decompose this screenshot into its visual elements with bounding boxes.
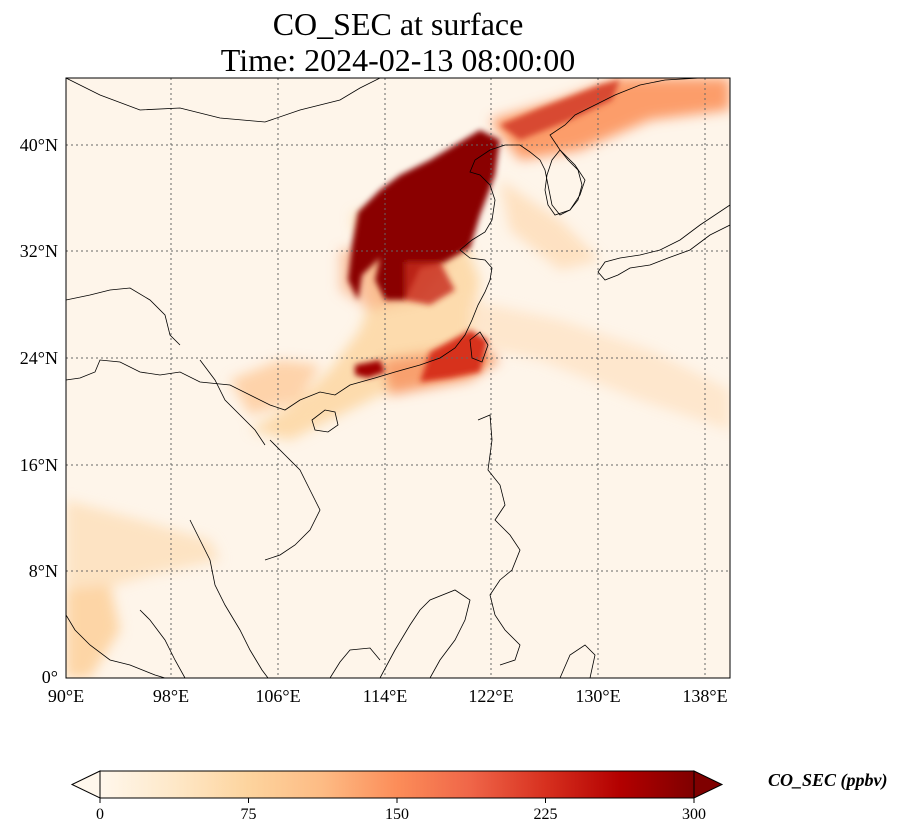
- lat-tick-label: 40°N: [19, 135, 58, 155]
- map-time-subtitle: Time: 2024-02-13 08:00:00: [220, 42, 576, 78]
- colorbar-gradient: [100, 771, 694, 798]
- colorbar: [70, 770, 724, 803]
- map-frame: [65, 77, 731, 679]
- colorbar-tick-label: 0: [96, 806, 104, 823]
- lon-tick-label: 90°E: [47, 686, 85, 706]
- map-title: CO_SEC at surface: [272, 6, 524, 42]
- lon-tick-label: 98°E: [152, 686, 190, 706]
- lon-tick-label: 122°E: [468, 686, 514, 706]
- lat-tick-label: 8°N: [28, 561, 58, 581]
- lon-tick-label: 138°E: [682, 686, 728, 706]
- colorbar-extend-max: [693, 770, 724, 799]
- colorbar-tick-label: 75: [240, 806, 257, 823]
- lat-tick-label: 24°N: [19, 348, 58, 368]
- gridlines: [66, 78, 730, 678]
- colorbar-label: CO_SEC (ppbv): [768, 770, 888, 790]
- colorbar-tick-label: 300: [682, 806, 706, 823]
- colorbar-tick-label: 225: [533, 806, 558, 823]
- colorbar-extend-min: [70, 770, 101, 799]
- lat-tick-label: 32°N: [19, 241, 58, 261]
- map-panel: [66, 78, 730, 678]
- lon-tick-label: 130°E: [575, 686, 621, 706]
- lon-tick-label: 106°E: [255, 686, 301, 706]
- lat-tick-label: 16°N: [19, 455, 58, 475]
- coastlines: [66, 78, 730, 678]
- lon-tick-label: 114°E: [362, 686, 408, 706]
- colorbar-tick-label: 150: [385, 806, 409, 823]
- lat-tick-label: 0°: [41, 667, 58, 687]
- high-concentration-plume: [348, 80, 620, 382]
